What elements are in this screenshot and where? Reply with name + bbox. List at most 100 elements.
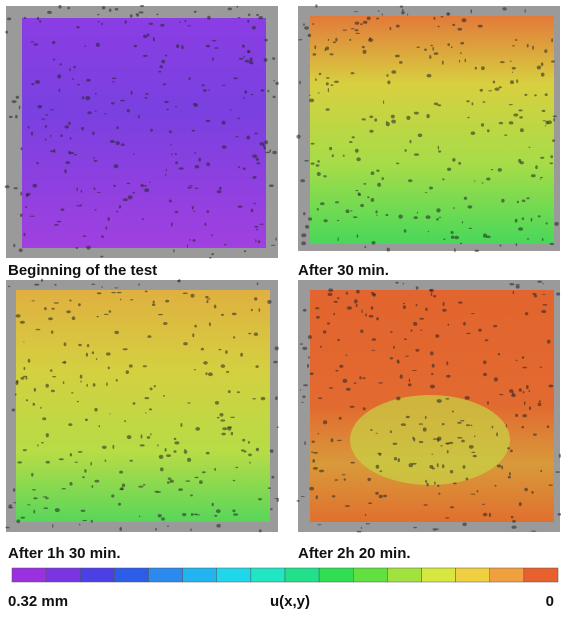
speckle bbox=[254, 132, 259, 135]
speckle bbox=[43, 507, 49, 510]
speckle bbox=[59, 63, 62, 66]
speckle bbox=[206, 298, 211, 300]
speckle bbox=[419, 317, 425, 320]
speckle bbox=[354, 11, 359, 13]
speckle bbox=[344, 505, 350, 507]
speckle bbox=[205, 119, 211, 123]
speckle bbox=[446, 361, 449, 366]
speckle bbox=[430, 351, 434, 356]
speckle bbox=[308, 94, 311, 96]
speckle bbox=[236, 391, 240, 394]
speckle bbox=[438, 150, 442, 153]
speckle bbox=[24, 206, 28, 209]
speckle bbox=[253, 202, 256, 205]
speckle bbox=[362, 407, 366, 411]
speckle bbox=[221, 313, 224, 317]
speckle bbox=[188, 77, 191, 81]
speckle bbox=[5, 30, 9, 34]
speckle bbox=[193, 369, 197, 371]
speckle bbox=[12, 488, 16, 492]
speckle bbox=[114, 330, 120, 335]
speckle bbox=[370, 198, 375, 202]
speckle bbox=[216, 416, 220, 419]
speckle bbox=[15, 95, 20, 99]
speckle bbox=[45, 114, 48, 116]
speckle bbox=[317, 397, 323, 400]
colorbar-min-label: 0.32 mm bbox=[8, 593, 68, 610]
speckle bbox=[328, 387, 334, 389]
speckle bbox=[76, 205, 82, 207]
speckle bbox=[152, 37, 155, 42]
speckle bbox=[272, 95, 276, 99]
speckle bbox=[216, 190, 222, 194]
speckle bbox=[365, 523, 370, 525]
speckle bbox=[112, 444, 115, 449]
speckle bbox=[302, 308, 307, 312]
speckle bbox=[422, 427, 427, 432]
speckle bbox=[337, 237, 339, 242]
speckle bbox=[549, 162, 554, 165]
speckle bbox=[78, 303, 81, 307]
speckle bbox=[369, 129, 374, 133]
speckle bbox=[230, 109, 232, 111]
speckle bbox=[69, 299, 72, 302]
speckle bbox=[465, 477, 469, 481]
speckle bbox=[214, 401, 220, 405]
speckle bbox=[190, 513, 194, 516]
speckle bbox=[157, 514, 162, 518]
speckle bbox=[31, 300, 35, 302]
speckle bbox=[361, 309, 363, 314]
speckle bbox=[237, 17, 241, 19]
speckle bbox=[142, 484, 146, 486]
colorbar-segment bbox=[148, 567, 183, 583]
speckle bbox=[429, 186, 433, 190]
speckle bbox=[395, 24, 400, 28]
speckle bbox=[22, 375, 27, 378]
speckle bbox=[159, 65, 163, 69]
speckle bbox=[86, 245, 91, 250]
speckle bbox=[69, 137, 72, 140]
speckle bbox=[268, 184, 274, 187]
speckle bbox=[449, 506, 454, 509]
speckle bbox=[300, 179, 306, 183]
speckle bbox=[342, 378, 348, 383]
speckle bbox=[535, 165, 538, 170]
speckle bbox=[521, 426, 525, 429]
speckle bbox=[300, 495, 305, 497]
speckle bbox=[378, 382, 384, 384]
speckle bbox=[49, 109, 54, 111]
speckle bbox=[184, 449, 187, 451]
speckle bbox=[264, 38, 268, 42]
speckle bbox=[464, 396, 470, 400]
speckle bbox=[307, 335, 312, 339]
speckle bbox=[142, 185, 147, 187]
speckle bbox=[354, 299, 358, 304]
speckle bbox=[544, 49, 548, 53]
speckle bbox=[519, 116, 523, 119]
speckle bbox=[25, 193, 29, 198]
speckle bbox=[418, 423, 424, 425]
speckle bbox=[237, 205, 243, 208]
speckle bbox=[230, 416, 236, 418]
speckle bbox=[27, 358, 31, 363]
speckle bbox=[309, 486, 315, 491]
speckle bbox=[498, 86, 502, 89]
speckle bbox=[314, 45, 317, 50]
speckle bbox=[424, 48, 427, 51]
speckle bbox=[434, 481, 436, 485]
speckle bbox=[259, 223, 264, 225]
speckle bbox=[397, 458, 400, 463]
speckle bbox=[367, 477, 372, 482]
speckle bbox=[331, 154, 334, 158]
speckle bbox=[415, 348, 420, 352]
speckle bbox=[327, 292, 333, 296]
speckle bbox=[222, 427, 228, 431]
speckle bbox=[375, 210, 378, 214]
speckle bbox=[97, 13, 100, 16]
speckle bbox=[249, 61, 254, 65]
speckle bbox=[81, 126, 84, 131]
speckle bbox=[480, 123, 485, 127]
speckle bbox=[425, 479, 428, 483]
speckle bbox=[140, 434, 143, 439]
speckle bbox=[121, 483, 126, 488]
